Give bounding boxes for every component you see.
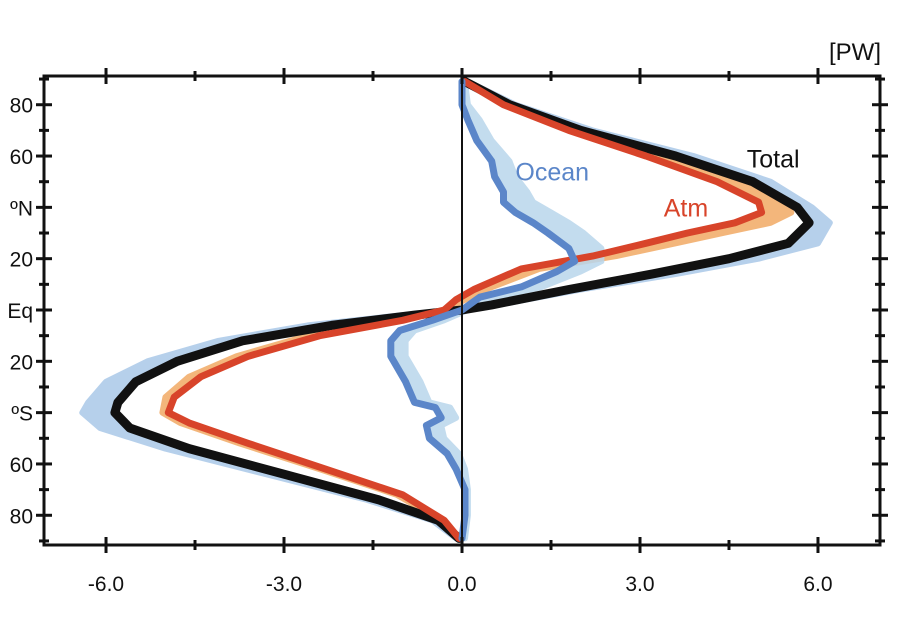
series-label-ocean: Ocean <box>515 158 589 186</box>
y-tick-label: Eq <box>7 300 33 323</box>
plot-frame <box>36 68 888 553</box>
x-tick-label: 0.0 <box>447 573 476 596</box>
x-tick-label: 3.0 <box>625 573 654 596</box>
y-tick-label: 60 <box>10 454 33 477</box>
series-label-atm: Atm <box>664 194 708 222</box>
series-line-ocean <box>387 78 579 542</box>
x-tick-label: -6.0 <box>88 573 124 596</box>
x-tick-label: -3.0 <box>266 573 302 596</box>
series-lines <box>110 77 814 543</box>
y-tick-label: ºS <box>11 403 33 426</box>
y-tick-label: 80 <box>10 505 33 528</box>
y-tick-label: 20 <box>10 351 33 374</box>
series-label-total: Total <box>747 146 800 174</box>
x-tick-label: 6.0 <box>803 573 832 596</box>
y-tick-label: 60 <box>10 146 33 169</box>
unit-label: [PW] <box>829 39 881 66</box>
y-tick-label: 20 <box>10 249 33 272</box>
y-tick-label: 80 <box>10 95 33 118</box>
y-tick-label: ºN <box>10 197 33 220</box>
chart-labels: [PW] 80 60 ºN 20 Eq 20 ºS 60 80 -6.0 -3.0 0.0 3.0 6.0… <box>7 39 881 596</box>
series-line-atm <box>164 78 766 542</box>
